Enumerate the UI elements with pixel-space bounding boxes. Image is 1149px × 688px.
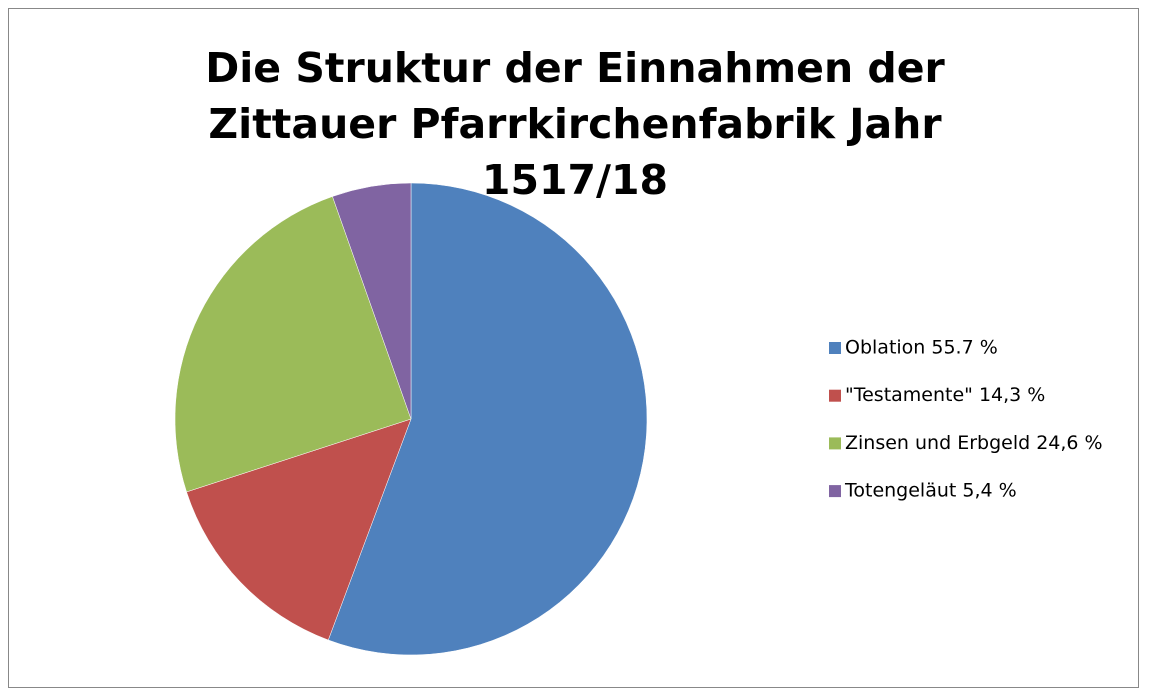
- pie-slice: [174, 196, 412, 493]
- pie-slice: [186, 418, 412, 641]
- legend-swatch: [829, 437, 841, 450]
- legend-swatch: [829, 485, 841, 498]
- legend-swatch: [829, 389, 841, 402]
- legend-label: Zinsen und Erbgeld 24,6 %: [845, 432, 1103, 454]
- pie-slice: [327, 182, 648, 656]
- chart-title: Die Struktur der Einnahmen der Zittauer …: [205, 44, 945, 204]
- legend-label: Oblation 55.7 %: [845, 337, 998, 359]
- legend-label: "Testamente" 14,3 %: [845, 384, 1045, 406]
- pie-slice: [332, 182, 412, 420]
- legend-swatch: [829, 342, 841, 354]
- legend-label: Totengeläut 5,4 %: [844, 480, 1017, 502]
